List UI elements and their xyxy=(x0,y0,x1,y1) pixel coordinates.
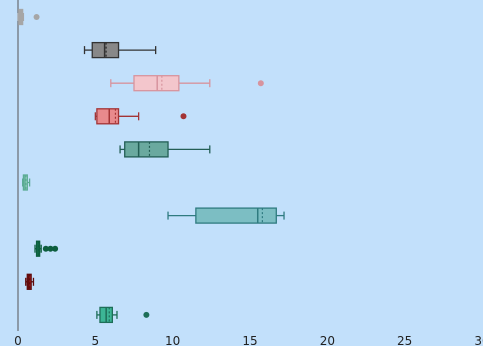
box xyxy=(91,41,120,59)
outlier-point xyxy=(47,245,54,252)
x-tick-label: 15 xyxy=(242,334,257,346)
outlier-point xyxy=(180,113,187,120)
x-tick-label: 30 xyxy=(474,334,483,346)
outlier-point xyxy=(52,245,59,252)
x-tick-label: 0 xyxy=(14,334,22,346)
x-tick-label: 25 xyxy=(397,334,412,346)
box xyxy=(195,207,277,224)
box xyxy=(96,108,120,125)
outlier-point xyxy=(33,14,40,20)
outlier-point xyxy=(42,245,49,252)
x-tick-label: 10 xyxy=(165,334,180,346)
outlier-point xyxy=(143,311,150,318)
box xyxy=(133,75,180,92)
x-tick-label: 5 xyxy=(92,334,100,346)
outlier-point xyxy=(257,80,264,87)
box xyxy=(124,141,169,158)
x-tick-label: 20 xyxy=(320,334,335,346)
